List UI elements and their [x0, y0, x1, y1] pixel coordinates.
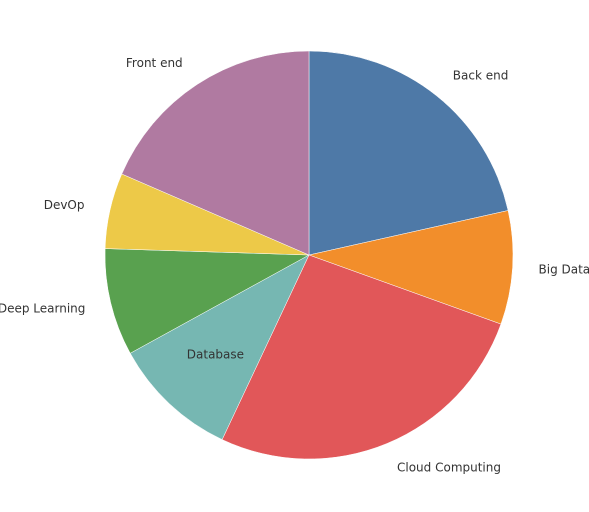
pie-label-front-end: Front end — [126, 56, 183, 70]
pie-label-database: Database — [187, 348, 244, 362]
pie-label-back-end: Back end — [453, 69, 509, 83]
pie-label-big-data: Big Data — [539, 262, 589, 276]
pie-label-devop: DevOp — [44, 198, 85, 212]
pie-label-cloud-computing: Cloud Computing — [397, 461, 501, 475]
pie-label-deep-learning: Deep Learning — [0, 302, 85, 316]
pie-slices — [105, 51, 513, 459]
